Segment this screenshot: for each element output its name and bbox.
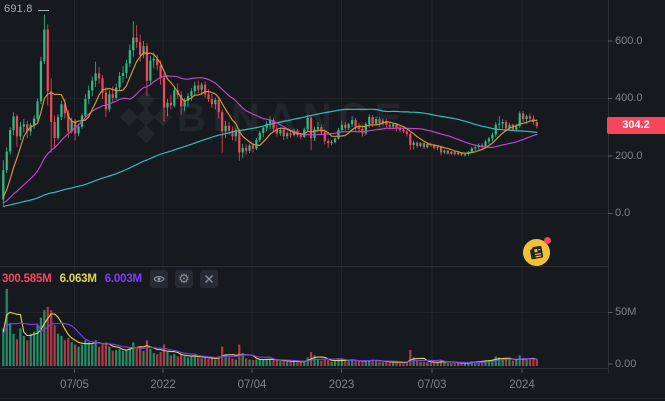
news-floating-button[interactable] <box>523 237 551 266</box>
price-ma-lines <box>2 51 538 207</box>
candlestick-series <box>2 14 538 206</box>
eye-icon <box>153 276 165 282</box>
indicator-settings-button[interactable]: ⚙ <box>174 270 193 288</box>
price-axis-label: 0.0 <box>615 207 631 219</box>
volume-indicator-row: 300.585M 6.063M 6.003M ⚙ <box>2 269 225 289</box>
news-icon <box>529 245 543 259</box>
remove-indicator-button[interactable] <box>199 270 218 288</box>
price-axis-label: 200.0 <box>615 149 643 162</box>
volume-ma-lines <box>2 311 538 364</box>
bottom-edge <box>0 398 665 401</box>
price-axis-label: 0.00 <box>615 357 637 370</box>
time-axis-label: 2024 <box>509 379 535 391</box>
time-axis-label: 07/03 <box>417 379 447 391</box>
volume-ma5-value: 6.063M <box>59 273 97 285</box>
volume-current-value: 300.585M <box>2 273 52 285</box>
axis-lines-and-ticks <box>0 0 613 373</box>
time-axis-label: 07/05 <box>60 379 89 391</box>
grid-lines <box>0 0 608 368</box>
price-axis-label: 400.0 <box>615 92 643 104</box>
last-price-badge[interactable]: 304.2 <box>607 117 665 135</box>
price-axis-label: 50M <box>615 306 637 318</box>
time-axis-label: 07/04 <box>237 379 267 391</box>
close-icon <box>204 275 213 283</box>
high-price-dash <box>38 10 49 11</box>
volume-ma10-value: 6.003M <box>104 273 142 285</box>
gear-icon: ⚙ <box>178 271 190 287</box>
volume-bars-series <box>2 289 538 366</box>
time-axis-label: 2023 <box>328 379 355 391</box>
high-price-annotation: 691.8 <box>4 3 33 15</box>
price-axis-label: 600.0 <box>615 34 643 47</box>
notification-dot <box>544 237 551 244</box>
hide-indicator-button[interactable] <box>149 270 168 288</box>
time-axis-label: 2022 <box>150 379 176 391</box>
